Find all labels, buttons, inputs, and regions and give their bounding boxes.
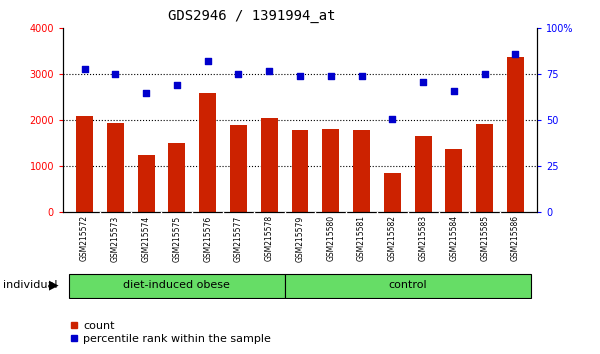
Text: GSM215583: GSM215583 [419,215,428,262]
Text: control: control [388,280,427,290]
Text: GSM215577: GSM215577 [234,215,243,262]
Text: GSM215578: GSM215578 [265,215,274,262]
Point [110,72,120,77]
Point [511,51,520,57]
Text: GSM215574: GSM215574 [142,215,151,262]
Point [418,79,428,85]
Text: diet-induced obese: diet-induced obese [124,280,230,290]
Bar [169,143,185,212]
Point [172,82,182,88]
Bar [284,274,531,298]
Text: ▶: ▶ [49,279,59,292]
Bar [76,116,93,212]
Bar [292,130,308,212]
Point [449,88,458,94]
Text: GSM215581: GSM215581 [357,215,366,261]
Text: GDS2946 / 1391994_at: GDS2946 / 1391994_at [168,9,336,23]
Text: GSM215586: GSM215586 [511,215,520,262]
Bar [199,93,216,212]
Text: GSM215584: GSM215584 [449,215,458,262]
Point [142,90,151,96]
Point [480,72,490,77]
Bar [384,173,401,212]
Bar [230,125,247,212]
Bar [69,274,284,298]
Point [80,66,89,72]
Bar [137,155,155,212]
Point [295,73,305,79]
Text: GSM215573: GSM215573 [111,215,120,262]
Point [265,68,274,74]
Text: GSM215576: GSM215576 [203,215,212,262]
Text: GSM215585: GSM215585 [480,215,489,262]
Bar [476,124,493,212]
Point [203,59,212,64]
Bar [353,130,370,212]
Text: GSM215572: GSM215572 [80,215,89,262]
Legend: count, percentile rank within the sample: count, percentile rank within the sample [65,316,275,348]
Bar [507,57,524,212]
Bar [107,123,124,212]
Bar [445,149,463,212]
Point [357,73,367,79]
Bar [415,136,431,212]
Text: GSM215582: GSM215582 [388,215,397,261]
Text: GSM215575: GSM215575 [172,215,181,262]
Text: GSM215579: GSM215579 [296,215,305,262]
Point [233,72,243,77]
Point [326,73,335,79]
Bar [261,118,278,212]
Text: GSM215580: GSM215580 [326,215,335,262]
Text: individual: individual [3,280,58,290]
Point [388,116,397,121]
Bar [322,129,339,212]
